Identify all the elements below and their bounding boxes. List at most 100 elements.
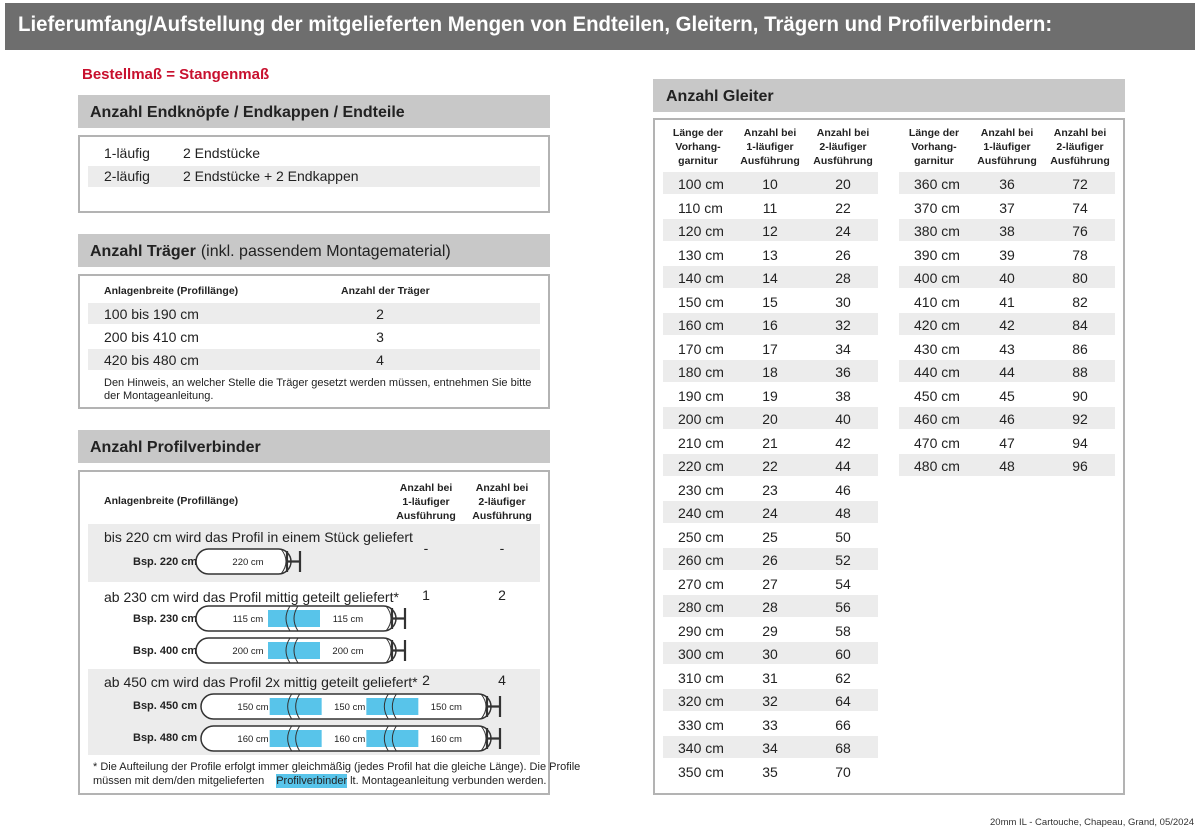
row-shade bbox=[663, 219, 878, 241]
example-label: Bsp. 450 cm bbox=[133, 700, 198, 712]
row-value: 38 bbox=[999, 223, 1015, 239]
row-length: 420 cm bbox=[914, 317, 960, 333]
row-value: 39 bbox=[999, 246, 1015, 263]
row-length: 120 cm bbox=[678, 223, 724, 239]
segment-label: 150 cm bbox=[237, 702, 268, 713]
row-value: 22 bbox=[835, 199, 851, 216]
row-value: 90 bbox=[1072, 387, 1088, 404]
row-length: 430 cm bbox=[914, 340, 960, 357]
row-value: 29 bbox=[762, 622, 778, 639]
row-value: 31 bbox=[762, 669, 778, 686]
row-length: 250 cm bbox=[678, 528, 724, 545]
row-value: 26 bbox=[762, 552, 778, 568]
segment-label: 150 cm bbox=[431, 702, 462, 713]
column-header: Anzahl bei bbox=[980, 127, 1034, 139]
row-value: 46 bbox=[835, 481, 851, 498]
row-value: 66 bbox=[835, 716, 851, 733]
column-header: Ausführung bbox=[977, 155, 1037, 167]
row-length: 140 cm bbox=[678, 270, 724, 286]
row-length: 400 cm bbox=[914, 270, 960, 286]
column-header: 1-läufiger bbox=[402, 496, 450, 508]
example-label: Bsp. 230 cm bbox=[133, 613, 198, 625]
row-value: 33 bbox=[762, 716, 778, 733]
end-round bbox=[480, 725, 487, 752]
row-length: 130 cm bbox=[678, 246, 724, 263]
column-header: Länge der bbox=[672, 127, 724, 139]
row-value: 46 bbox=[999, 411, 1015, 427]
row-value: 32 bbox=[835, 317, 851, 333]
row-value: 44 bbox=[999, 364, 1015, 380]
row-value: 56 bbox=[835, 599, 851, 615]
row-length: 160 cm bbox=[678, 317, 724, 333]
end-round bbox=[480, 693, 487, 720]
end-cap bbox=[390, 640, 407, 661]
row-value: 64 bbox=[835, 693, 851, 709]
column-header: Länge der bbox=[908, 127, 960, 139]
end-cap bbox=[390, 608, 407, 629]
joint bbox=[383, 693, 397, 720]
column-header: Vorhang- bbox=[675, 141, 721, 153]
row-length: 200 cm bbox=[678, 411, 724, 427]
group-value: 2 bbox=[422, 672, 430, 688]
row-shade bbox=[663, 313, 878, 335]
end-cap bbox=[485, 728, 502, 749]
row-shade bbox=[663, 454, 878, 476]
row-length: 230 cm bbox=[678, 481, 724, 498]
segment-label: 150 cm bbox=[334, 702, 365, 713]
row-value: 78 bbox=[1072, 246, 1088, 263]
section-title: Anzahl Profilverbinder bbox=[90, 439, 261, 456]
row-length: 170 cm bbox=[678, 340, 724, 357]
row-shade bbox=[663, 548, 878, 570]
column-header: 1-läufiger bbox=[746, 141, 794, 153]
row-value: 52 bbox=[835, 552, 851, 568]
row-value: 34 bbox=[835, 340, 851, 357]
row-value: 36 bbox=[999, 176, 1015, 192]
group-value: 1 bbox=[422, 587, 430, 603]
segment-label: 200 cm bbox=[332, 646, 363, 657]
section-box bbox=[78, 470, 550, 795]
row-value: 40 bbox=[999, 270, 1015, 286]
row-length: 450 cm bbox=[914, 387, 960, 404]
row-length: 110 cm bbox=[678, 199, 723, 216]
row-value: 42 bbox=[999, 317, 1015, 333]
row-value: 34 bbox=[762, 740, 778, 756]
group-value: - bbox=[423, 540, 429, 556]
row-value: 80 bbox=[1072, 270, 1088, 286]
row-value: 2 Endstücke bbox=[183, 145, 261, 161]
joint bbox=[285, 605, 299, 632]
row-value: 2 bbox=[376, 306, 384, 322]
column-header: 2-läufiger bbox=[819, 141, 867, 153]
section-box bbox=[78, 274, 550, 409]
row-value: 4 bbox=[376, 352, 384, 368]
segment-label: 115 cm bbox=[333, 614, 364, 625]
column-header: Anlagenbreite (Profillänge) bbox=[104, 285, 239, 297]
row-value: 76 bbox=[1072, 223, 1088, 239]
row-shade bbox=[663, 266, 878, 288]
row-value: 22 bbox=[762, 458, 778, 474]
row-length: 180 cm bbox=[678, 364, 724, 380]
section-title: Anzahl Träger (inkl. passendem Montagemat… bbox=[90, 243, 451, 261]
example-label: Bsp. 400 cm bbox=[133, 645, 198, 657]
column-header: Ausführung bbox=[472, 510, 532, 522]
row-value: 88 bbox=[1072, 364, 1088, 380]
group-value: 4 bbox=[498, 672, 506, 688]
title-bold: Anzahl Träger bbox=[90, 243, 196, 260]
row-shade bbox=[899, 407, 1115, 429]
row-value: 92 bbox=[1072, 411, 1088, 427]
row-value: 28 bbox=[835, 270, 851, 286]
row-value: 48 bbox=[835, 505, 851, 521]
row-value: 24 bbox=[835, 223, 851, 239]
column-header: Anlagenbreite (Profillänge) bbox=[104, 495, 239, 507]
row-value: 30 bbox=[762, 646, 778, 662]
segment-label: 220 cm bbox=[232, 557, 263, 568]
section-title: Anzahl Gleiter bbox=[666, 88, 774, 105]
row-shade bbox=[899, 454, 1115, 476]
section-bar bbox=[78, 234, 550, 267]
row-length: 350 cm bbox=[678, 763, 724, 780]
row-length: 460 cm bbox=[914, 411, 960, 427]
row-shade bbox=[663, 172, 878, 194]
profile-drawing: 200 cm 200 cm bbox=[195, 637, 407, 664]
segment-label: 160 cm bbox=[431, 734, 462, 745]
row-value: 82 bbox=[1072, 293, 1088, 310]
title-rest: (inkl. passendem Montagematerial) bbox=[200, 243, 451, 260]
